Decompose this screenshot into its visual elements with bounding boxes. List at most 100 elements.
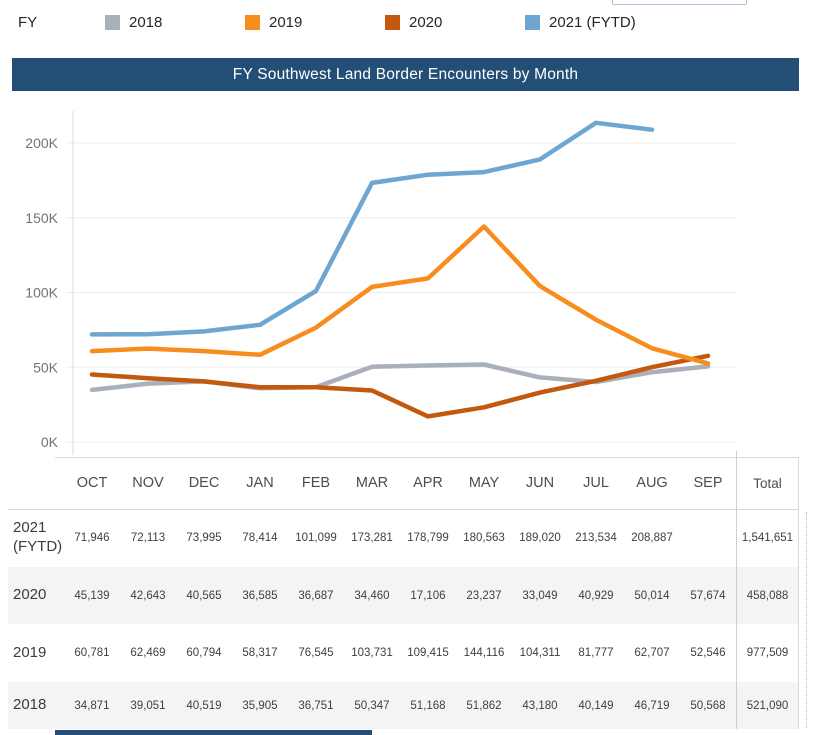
total-column-divider bbox=[736, 451, 737, 729]
legend-swatch-icon bbox=[245, 14, 260, 30]
legend-label: FY bbox=[18, 13, 38, 31]
legend-item-2018[interactable]: 2018 bbox=[105, 14, 245, 31]
column-header-jul: JUL bbox=[583, 475, 609, 491]
legend-item-2021-fytd[interactable]: 2021 (FYTD) bbox=[525, 14, 665, 31]
cell-2020-oct: 45,139 bbox=[74, 589, 110, 602]
column-header-sep: SEP bbox=[693, 475, 723, 491]
cell-2020-total: 458,088 bbox=[746, 589, 789, 602]
cell-2021-fytd-aug: 208,887 bbox=[631, 532, 673, 544]
legend-item-label: 2018 bbox=[129, 13, 163, 31]
cell-2019-total: 977,509 bbox=[746, 647, 789, 659]
cell-2020-aug: 50,014 bbox=[634, 589, 670, 602]
cell-2019-jun: 104,311 bbox=[519, 647, 561, 659]
cell-2021-fytd-nov: 72,113 bbox=[130, 532, 166, 544]
table-corner-cell bbox=[8, 457, 64, 509]
cell-2019-feb: 76,545 bbox=[298, 647, 334, 659]
cell-2021-fytd-apr: 178,799 bbox=[407, 532, 449, 544]
cell-2021-fytd-mar: 173,281 bbox=[351, 532, 393, 544]
cell-2019-oct: 60,781 bbox=[74, 647, 110, 659]
fy-legend: FY 2018 2019 2020 2021 (FYTD) bbox=[18, 10, 665, 34]
series-line-2021-fytd[interactable] bbox=[89, 120, 655, 337]
column-header-may: MAY bbox=[468, 475, 500, 491]
cell-2020-apr: 17,106 bbox=[410, 589, 446, 602]
cell-2018-mar: 50,347 bbox=[354, 699, 390, 712]
legend-item-label: 2019 bbox=[269, 13, 303, 31]
cell-2018-oct: 34,871 bbox=[74, 699, 110, 712]
cell-2019-may: 144,116 bbox=[463, 647, 505, 659]
cell-2020-may: 23,237 bbox=[466, 589, 502, 602]
cell-2018-sep: 50,568 bbox=[690, 699, 726, 712]
cell-2020-sep: 57,674 bbox=[690, 589, 726, 602]
cell-2019-sep: 52,546 bbox=[690, 647, 726, 659]
cell-2018-nov: 39,051 bbox=[130, 699, 166, 712]
legend-swatch-icon bbox=[105, 14, 120, 30]
next-section-bar-partial bbox=[55, 730, 372, 735]
series-line-2019[interactable] bbox=[89, 224, 711, 366]
cell-2019-apr: 109,415 bbox=[407, 647, 449, 659]
cell-2021-fytd-feb: 101,099 bbox=[295, 532, 337, 544]
legend-item-2019[interactable]: 2019 bbox=[245, 14, 385, 31]
series-line-2020[interactable] bbox=[89, 353, 711, 419]
cell-2020-jun: 33,049 bbox=[522, 589, 558, 602]
cell-2020-nov: 42,643 bbox=[130, 589, 166, 602]
column-header-oct: OCT bbox=[76, 475, 108, 491]
cell-2020-dec: 40,565 bbox=[186, 589, 222, 602]
column-header-dec: DEC bbox=[188, 475, 220, 491]
cell-2018-jan: 35,905 bbox=[242, 699, 278, 712]
cell-2019-dec: 60,794 bbox=[186, 647, 222, 659]
cell-2020-jan: 36,585 bbox=[242, 589, 278, 602]
legend-item-2020[interactable]: 2020 bbox=[385, 14, 525, 31]
y-tick-label: 200K bbox=[25, 135, 58, 151]
row-label-2021-fytd: 2021 (FYTD) bbox=[13, 519, 63, 555]
column-header-total: Total bbox=[753, 475, 782, 491]
table-row-2019: 2019 60,781 62,469 60,794 58,317 76,545 103,73… bbox=[8, 624, 799, 682]
cell-2020-mar: 34,460 bbox=[354, 589, 390, 602]
cell-2018-aug: 46,719 bbox=[634, 699, 670, 712]
y-tick-label: 50K bbox=[33, 359, 59, 375]
cell-2018-feb: 36,751 bbox=[298, 699, 334, 712]
cell-2020-feb: 36,687 bbox=[298, 589, 334, 602]
cell-2021-fytd-total: 1,541,651 bbox=[741, 532, 794, 544]
column-header-jun: JUN bbox=[525, 475, 555, 491]
column-header-jan: JAN bbox=[246, 475, 274, 491]
cell-2021-fytd-dec: 73,995 bbox=[186, 532, 222, 544]
table-right-dotted-border bbox=[806, 512, 807, 728]
cell-2019-nov: 62,469 bbox=[130, 647, 166, 659]
filter-dropdown-partial[interactable] bbox=[612, 0, 747, 5]
cell-2021-fytd-jul: 213,534 bbox=[575, 532, 617, 544]
cell-2018-dec: 40,519 bbox=[186, 699, 222, 712]
table-row-2021-fytd: 2021 (FYTD) 71,946 72,113 73,995 78,414 101,0… bbox=[8, 509, 799, 567]
column-header-feb: FEB bbox=[301, 475, 331, 491]
row-label-2020: 2020 bbox=[13, 586, 47, 604]
table-right-border bbox=[798, 457, 799, 729]
legend-item-label: 2020 bbox=[409, 13, 443, 31]
cell-2019-mar: 103,731 bbox=[351, 647, 393, 659]
cell-2018-jul: 40,149 bbox=[578, 699, 614, 712]
table-top-border bbox=[55, 457, 799, 458]
table-row-2018: 2018 34,871 39,051 40,519 35,905 36,751 50,347… bbox=[8, 682, 799, 729]
chart-title-bar: FY Southwest Land Border Encounters by M… bbox=[12, 58, 799, 91]
chart-title: FY Southwest Land Border Encounters by M… bbox=[232, 65, 579, 83]
cell-2018-apr: 51,168 bbox=[410, 699, 446, 712]
legend-item-label: 2021 (FYTD) bbox=[549, 13, 636, 31]
column-header-mar: MAR bbox=[355, 475, 389, 491]
y-tick-label: 0K bbox=[41, 434, 59, 450]
cell-2021-fytd-sep bbox=[680, 509, 736, 567]
cell-2019-aug: 62,707 bbox=[634, 647, 670, 659]
encounters-table: OCT NOV DEC JAN FEB MAR APR MAY JUN JUL AUG SEP Tota… bbox=[8, 451, 799, 729]
header-bottom-border bbox=[8, 509, 799, 510]
table-row-2020: 2020 45,139 42,643 40,565 36,585 36,687 34,460… bbox=[8, 567, 799, 624]
cell-2021-fytd-may: 180,563 bbox=[463, 532, 505, 544]
cell-2018-total: 521,090 bbox=[746, 699, 789, 712]
legend-items: 2018 2019 2020 2021 (FYTD) bbox=[105, 14, 665, 31]
row-label-2019: 2019 bbox=[13, 643, 47, 661]
cell-2018-jun: 43,180 bbox=[522, 699, 558, 712]
y-tick-label: 100K bbox=[25, 285, 58, 301]
table-header-row: OCT NOV DEC JAN FEB MAR APR MAY JUN JUL AUG SEP Tota… bbox=[8, 457, 799, 509]
column-header-aug: AUG bbox=[636, 475, 668, 491]
cell-2020-jul: 40,929 bbox=[578, 589, 614, 602]
cell-2019-jul: 81,777 bbox=[578, 647, 614, 659]
cell-2021-fytd-oct: 71,946 bbox=[74, 532, 110, 544]
legend-swatch-icon bbox=[525, 14, 540, 30]
